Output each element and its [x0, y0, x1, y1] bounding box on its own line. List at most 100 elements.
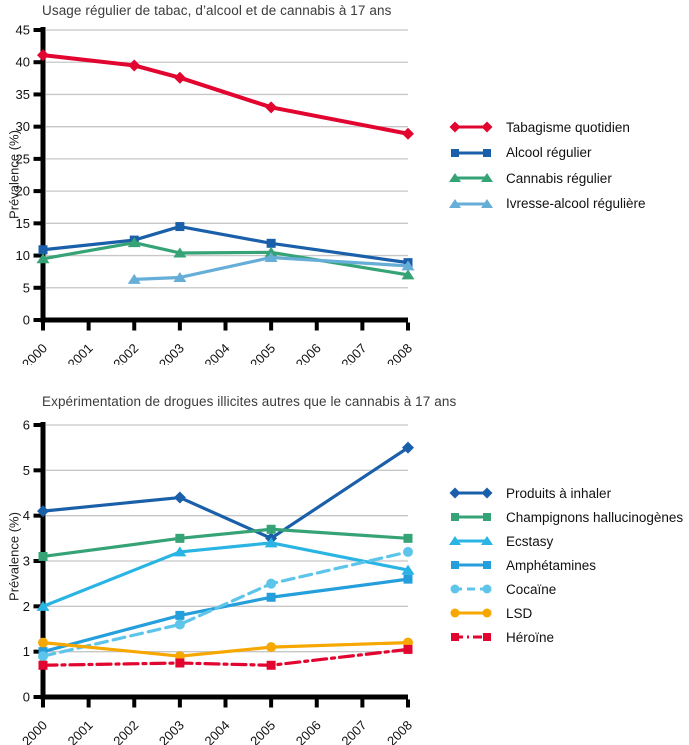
series-line-champignons-hallucinogenes [41, 527, 410, 559]
legend-label: Alcool régulier [506, 145, 592, 160]
square-marker [483, 561, 491, 569]
series-line-ecstasy [41, 541, 410, 608]
y-tick-label: 40 [16, 55, 30, 70]
legend-marker-cocaine [450, 584, 492, 594]
square-marker [38, 551, 48, 561]
diamond-marker [265, 101, 278, 114]
triangle-marker [264, 246, 278, 257]
x-tick [223, 322, 228, 331]
circle-marker [450, 584, 460, 594]
legend-item-ecstasy: Ecstasy [448, 533, 683, 549]
legend-marker-alcool-regulier [451, 148, 491, 157]
chart-canvas: 0 1 2 3 4 5 6 2000 2001 2002 2003 2004 2005 2006 2007 2… [19, 418, 415, 745]
square-marker [175, 222, 185, 232]
chart-title: Expérimentation de drogues illicites aut… [42, 394, 457, 409]
triangle-marker [173, 247, 187, 258]
legend-item-lsd: LSD [448, 605, 683, 621]
y-tick-label: 3 [23, 554, 30, 569]
y-tick [33, 28, 42, 32]
triangle-marker [173, 271, 187, 282]
legend-label: Ecstasy [506, 533, 554, 549]
legend-label: Produits à inhaler [506, 485, 612, 501]
triangle-marker [127, 237, 141, 248]
legend: Produits à inhaler Champignons hallucinog… [448, 485, 683, 653]
diamond-marker [402, 127, 414, 140]
legend-marker-lsd [450, 608, 492, 618]
x-tick-label: 2003 [156, 341, 187, 365]
triangle-marker [127, 273, 141, 284]
triangle-marker [481, 198, 493, 208]
square-marker [451, 148, 459, 157]
x-tick [41, 699, 45, 708]
legend-item-amphetamines: Amphétamines [448, 557, 683, 573]
legend-label: Héroïne [506, 629, 555, 645]
diamond-marker [449, 121, 461, 133]
circle-marker [38, 637, 48, 648]
y-tick [33, 423, 42, 427]
x-tick-label: 2005 [247, 341, 278, 365]
series-line-heroine [41, 647, 410, 667]
y-tick [33, 92, 42, 97]
legend-marker-amphetamines [451, 561, 491, 569]
series-line-cocaine [41, 550, 410, 658]
legend-item-champignons-hallucinogenes: Champignons hallucinogènes [448, 509, 683, 525]
y-tick-label: 20 [16, 184, 30, 199]
triangle-marker [264, 537, 278, 548]
y-tick [33, 189, 42, 194]
triangle-marker [173, 546, 187, 557]
triangle-marker [449, 198, 461, 208]
series-line-produits-a-inhaler [41, 446, 410, 540]
y-tick-label: 2 [23, 599, 30, 614]
x-tick [86, 322, 91, 331]
square-marker [483, 513, 491, 521]
x-tick [86, 699, 91, 708]
diamond-marker [481, 121, 493, 133]
y-tick [33, 60, 42, 65]
x-tick [223, 699, 228, 708]
y-tick [33, 221, 42, 226]
circle-marker [266, 578, 277, 589]
x-tick [177, 322, 182, 331]
y-tick-label: 30 [16, 119, 30, 134]
series-line-amphetamines [41, 577, 410, 654]
x-tick-label: 2007 [338, 341, 369, 365]
y-tick-label: 1 [23, 644, 30, 659]
triangle-marker [481, 173, 493, 182]
y-tick-label: 35 [16, 87, 30, 102]
x-tick [41, 322, 45, 331]
y-tick [33, 513, 42, 518]
square-marker [266, 524, 276, 534]
x-tick [269, 322, 274, 331]
y-tick-label: 5 [23, 280, 30, 295]
legend-item-cannabis-regulier: Cannabis régulier [448, 170, 646, 186]
chart-title: Usage régulier de tabac, d’alcool et de … [42, 3, 392, 18]
square-marker [403, 574, 413, 584]
circle-marker [38, 651, 48, 662]
diamond-marker [173, 491, 186, 504]
x-tick [406, 699, 410, 708]
legend-label: LSD [506, 605, 533, 621]
legend-label: Ivresse-alcool régulière [506, 196, 646, 211]
chart-canvas: 0 5 10 15 20 25 30 35 40 45 2000 2001 2002 2003 2004 20… [16, 23, 416, 366]
x-tick-label: 2006 [293, 341, 324, 365]
square-marker [451, 513, 459, 521]
x-tick-label: 2003 [156, 718, 187, 745]
x-tick [314, 699, 319, 708]
triangle-marker [449, 536, 461, 545]
triangle-marker [449, 173, 461, 182]
x-tick [177, 699, 182, 708]
x-tick-label: 2004 [202, 341, 233, 365]
y-tick [33, 695, 42, 699]
triangle-marker [264, 251, 278, 262]
square-marker [175, 610, 185, 620]
y-tick-label: 0 [23, 690, 30, 705]
y-tick-label: 15 [16, 216, 30, 231]
y-tick-label: 0 [23, 313, 30, 328]
y-tick [33, 468, 42, 473]
triangle-marker [401, 269, 415, 280]
x-tick-label: 2008 [384, 718, 415, 745]
diamond-marker [37, 505, 49, 518]
circle-marker [266, 642, 277, 653]
square-marker [403, 533, 413, 543]
